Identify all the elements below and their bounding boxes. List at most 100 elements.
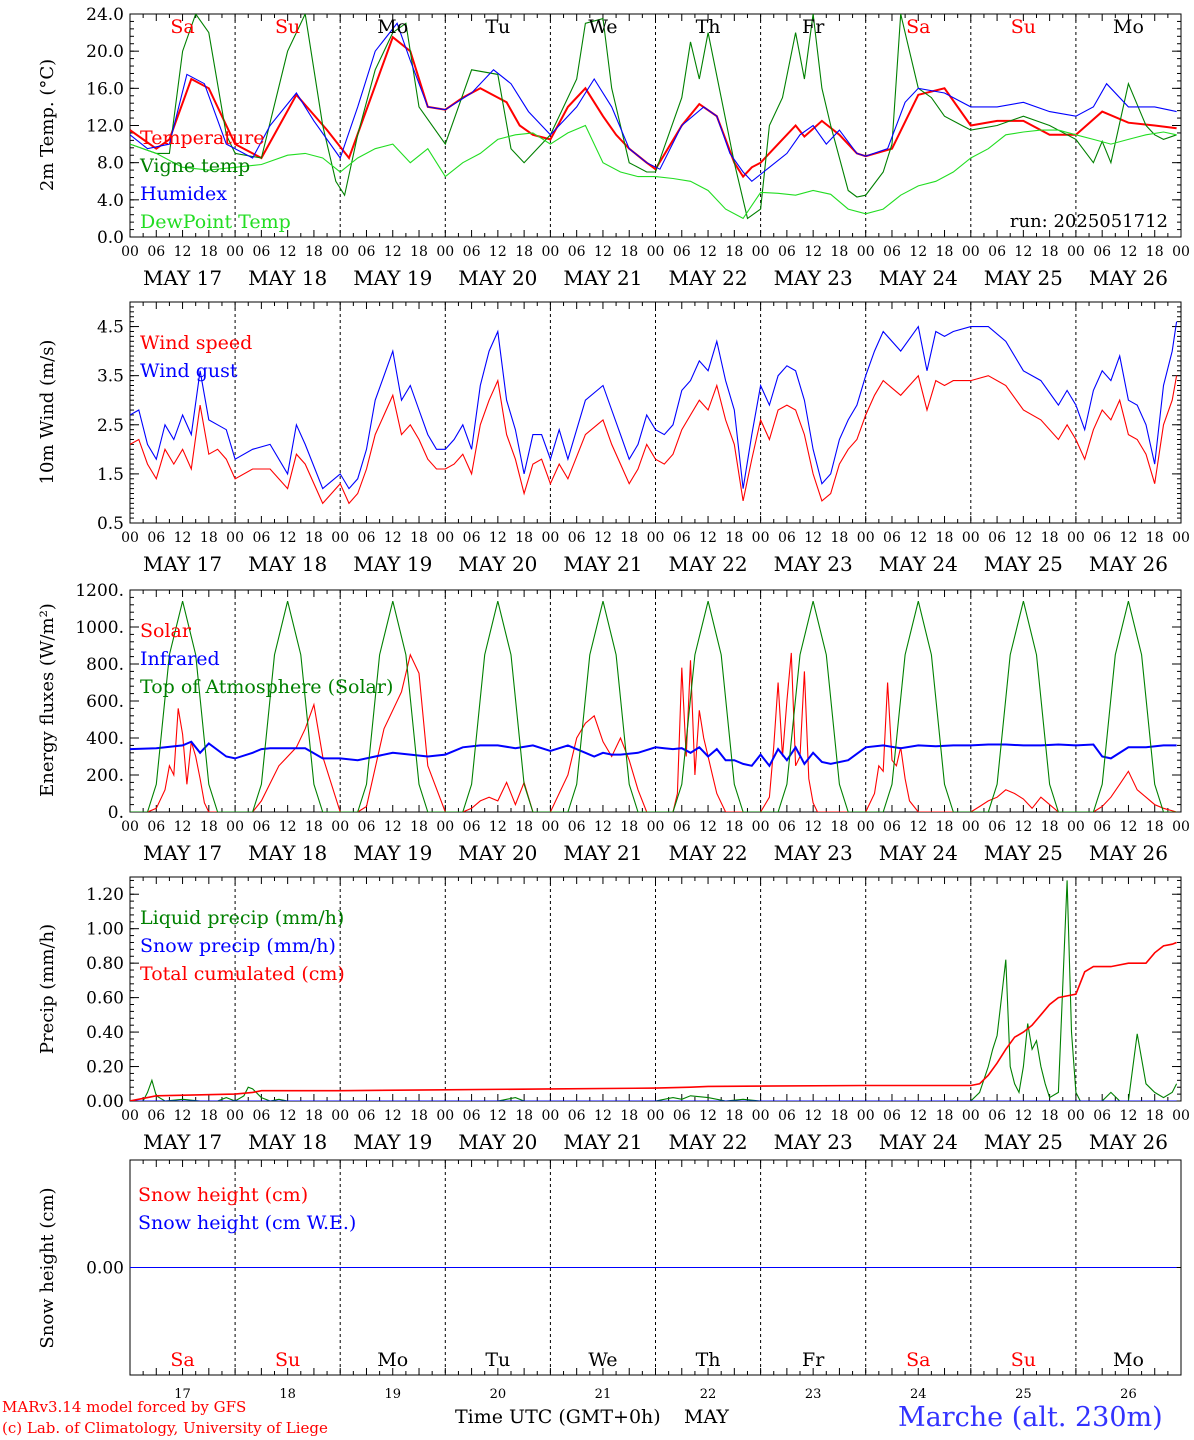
date-label: MAY 19 [353,552,432,576]
hour-tick-label: 00 [752,244,770,260]
hour-tick-label: 12 [594,819,612,835]
legend-item: Infrared [140,648,220,670]
hour-tick-label: 12 [1120,530,1138,546]
hour-tick-label: 18 [831,819,849,835]
hour-tick-label: 06 [147,244,165,260]
y-tick-label: 200. [86,766,124,786]
hour-tick-label: 18 [1041,819,1059,835]
date-label: MAY 18 [248,552,327,576]
legend-item: Solar [140,620,192,642]
hour-tick-label: 06 [673,819,691,835]
hour-tick-label: 06 [147,1108,165,1124]
hour-tick-label: 18 [1146,1108,1164,1124]
legend-item: Snow height (cm) [138,1184,308,1206]
weekday-label: Mo [377,16,408,38]
legend-item: DewPoint Temp [140,211,291,233]
date-label: MAY 20 [458,552,537,576]
y-axis-title: Energy fluxes (W/m²) [37,603,58,797]
hour-tick-label: 06 [1093,530,1111,546]
weekday-label: Mo [1113,1349,1144,1371]
series-line-top-of-atmosphere-solar [130,600,1177,812]
hour-tick-label: 18 [200,530,218,546]
y-tick-label: 16.0 [86,79,124,99]
hour-tick-label: 06 [568,819,586,835]
series-line-temperature [130,35,1177,179]
series-line-dewpoint-temp [130,124,1177,220]
hour-tick-label: 06 [883,819,901,835]
day-number-label: 20 [490,1387,507,1402]
hour-tick-label: 12 [909,244,927,260]
hour-tick-label: 12 [804,1108,822,1124]
series-line-solar [130,652,1177,812]
weekday-label: We [588,16,617,38]
date-label: MAY 23 [774,552,853,576]
hour-tick-label: 00 [436,530,454,546]
hour-tick-label: 00 [857,819,875,835]
hour-tick-label: 18 [620,1108,638,1124]
series-line-vigne-temp [130,14,1177,220]
hour-tick-label: 00 [647,530,665,546]
hour-tick-label: 12 [1014,1108,1032,1124]
date-label: MAY 22 [668,841,747,865]
hour-tick-label: 00 [541,244,559,260]
date-label: MAY 21 [563,841,642,865]
date-label: MAY 26 [1089,1130,1168,1154]
hour-tick-label: 00 [121,819,139,835]
weekday-label: Su [1011,1349,1036,1371]
date-label: MAY 21 [563,266,642,290]
hour-tick-label: 00 [436,819,454,835]
legend-item: Total cumulated (cm) [140,963,345,985]
y-tick-label: 0.00 [86,1259,124,1279]
series-line-total-cumulated-cm [130,941,1177,1101]
hour-tick-label: 06 [988,1108,1006,1124]
weekday-label: Sa [906,1349,930,1371]
hour-tick-label: 12 [909,1108,927,1124]
hour-tick-label: 06 [463,1108,481,1124]
hour-tick-label: 00 [647,244,665,260]
hour-tick-label: 00 [226,1108,244,1124]
hour-tick-label: 18 [1146,244,1164,260]
weekday-label: Tu [485,1349,510,1371]
hour-tick-label: 12 [1014,244,1032,260]
date-label: MAY 17 [143,266,222,290]
hour-tick-label: 12 [279,530,297,546]
hour-tick-label: 12 [1120,244,1138,260]
hour-tick-label: 00 [121,244,139,260]
date-label: MAY 17 [143,1130,222,1154]
model-credit: MARv3.14 model forced by GFS [2,1398,247,1416]
hour-tick-label: 18 [620,530,638,546]
hour-tick-label: 18 [620,819,638,835]
station-label: Marche (alt. 230m) [898,1402,1163,1433]
date-label: MAY 23 [774,266,853,290]
hour-tick-label: 06 [252,819,270,835]
y-tick-label: 1000. [75,618,124,638]
hour-tick-label: 12 [174,1108,192,1124]
hour-tick-label: 12 [174,819,192,835]
hour-tick-label: 00 [752,819,770,835]
hour-tick-label: 00 [121,530,139,546]
date-label: MAY 18 [248,266,327,290]
date-label: MAY 26 [1089,552,1168,576]
hour-tick-label: 06 [568,244,586,260]
hour-tick-label: 06 [358,1108,376,1124]
day-number-label: 24 [910,1387,927,1402]
hour-tick-label: 18 [936,819,954,835]
hour-tick-label: 06 [463,819,481,835]
hour-tick-label: 18 [831,530,849,546]
hour-tick-label: 18 [515,244,533,260]
hour-tick-label: 12 [909,819,927,835]
hour-tick-label: 00 [1067,244,1085,260]
panel-1: 0.0 4.0 8.0 12.0 16.0 20.0 24.0 2m Temp. (°C) Te… [37,5,1190,290]
hour-tick-label: 06 [463,530,481,546]
hour-tick-label: 12 [1014,819,1032,835]
y-tick-label: 0. [108,803,124,823]
hour-tick-label: 18 [305,819,323,835]
date-label: MAY 19 [353,841,432,865]
date-label: MAY 25 [984,1130,1063,1154]
hour-tick-label: 12 [804,244,822,260]
hour-tick-label: 06 [988,244,1006,260]
weekday-label: Mo [1113,16,1144,38]
date-label: MAY 17 [143,841,222,865]
date-label: MAY 19 [353,1130,432,1154]
